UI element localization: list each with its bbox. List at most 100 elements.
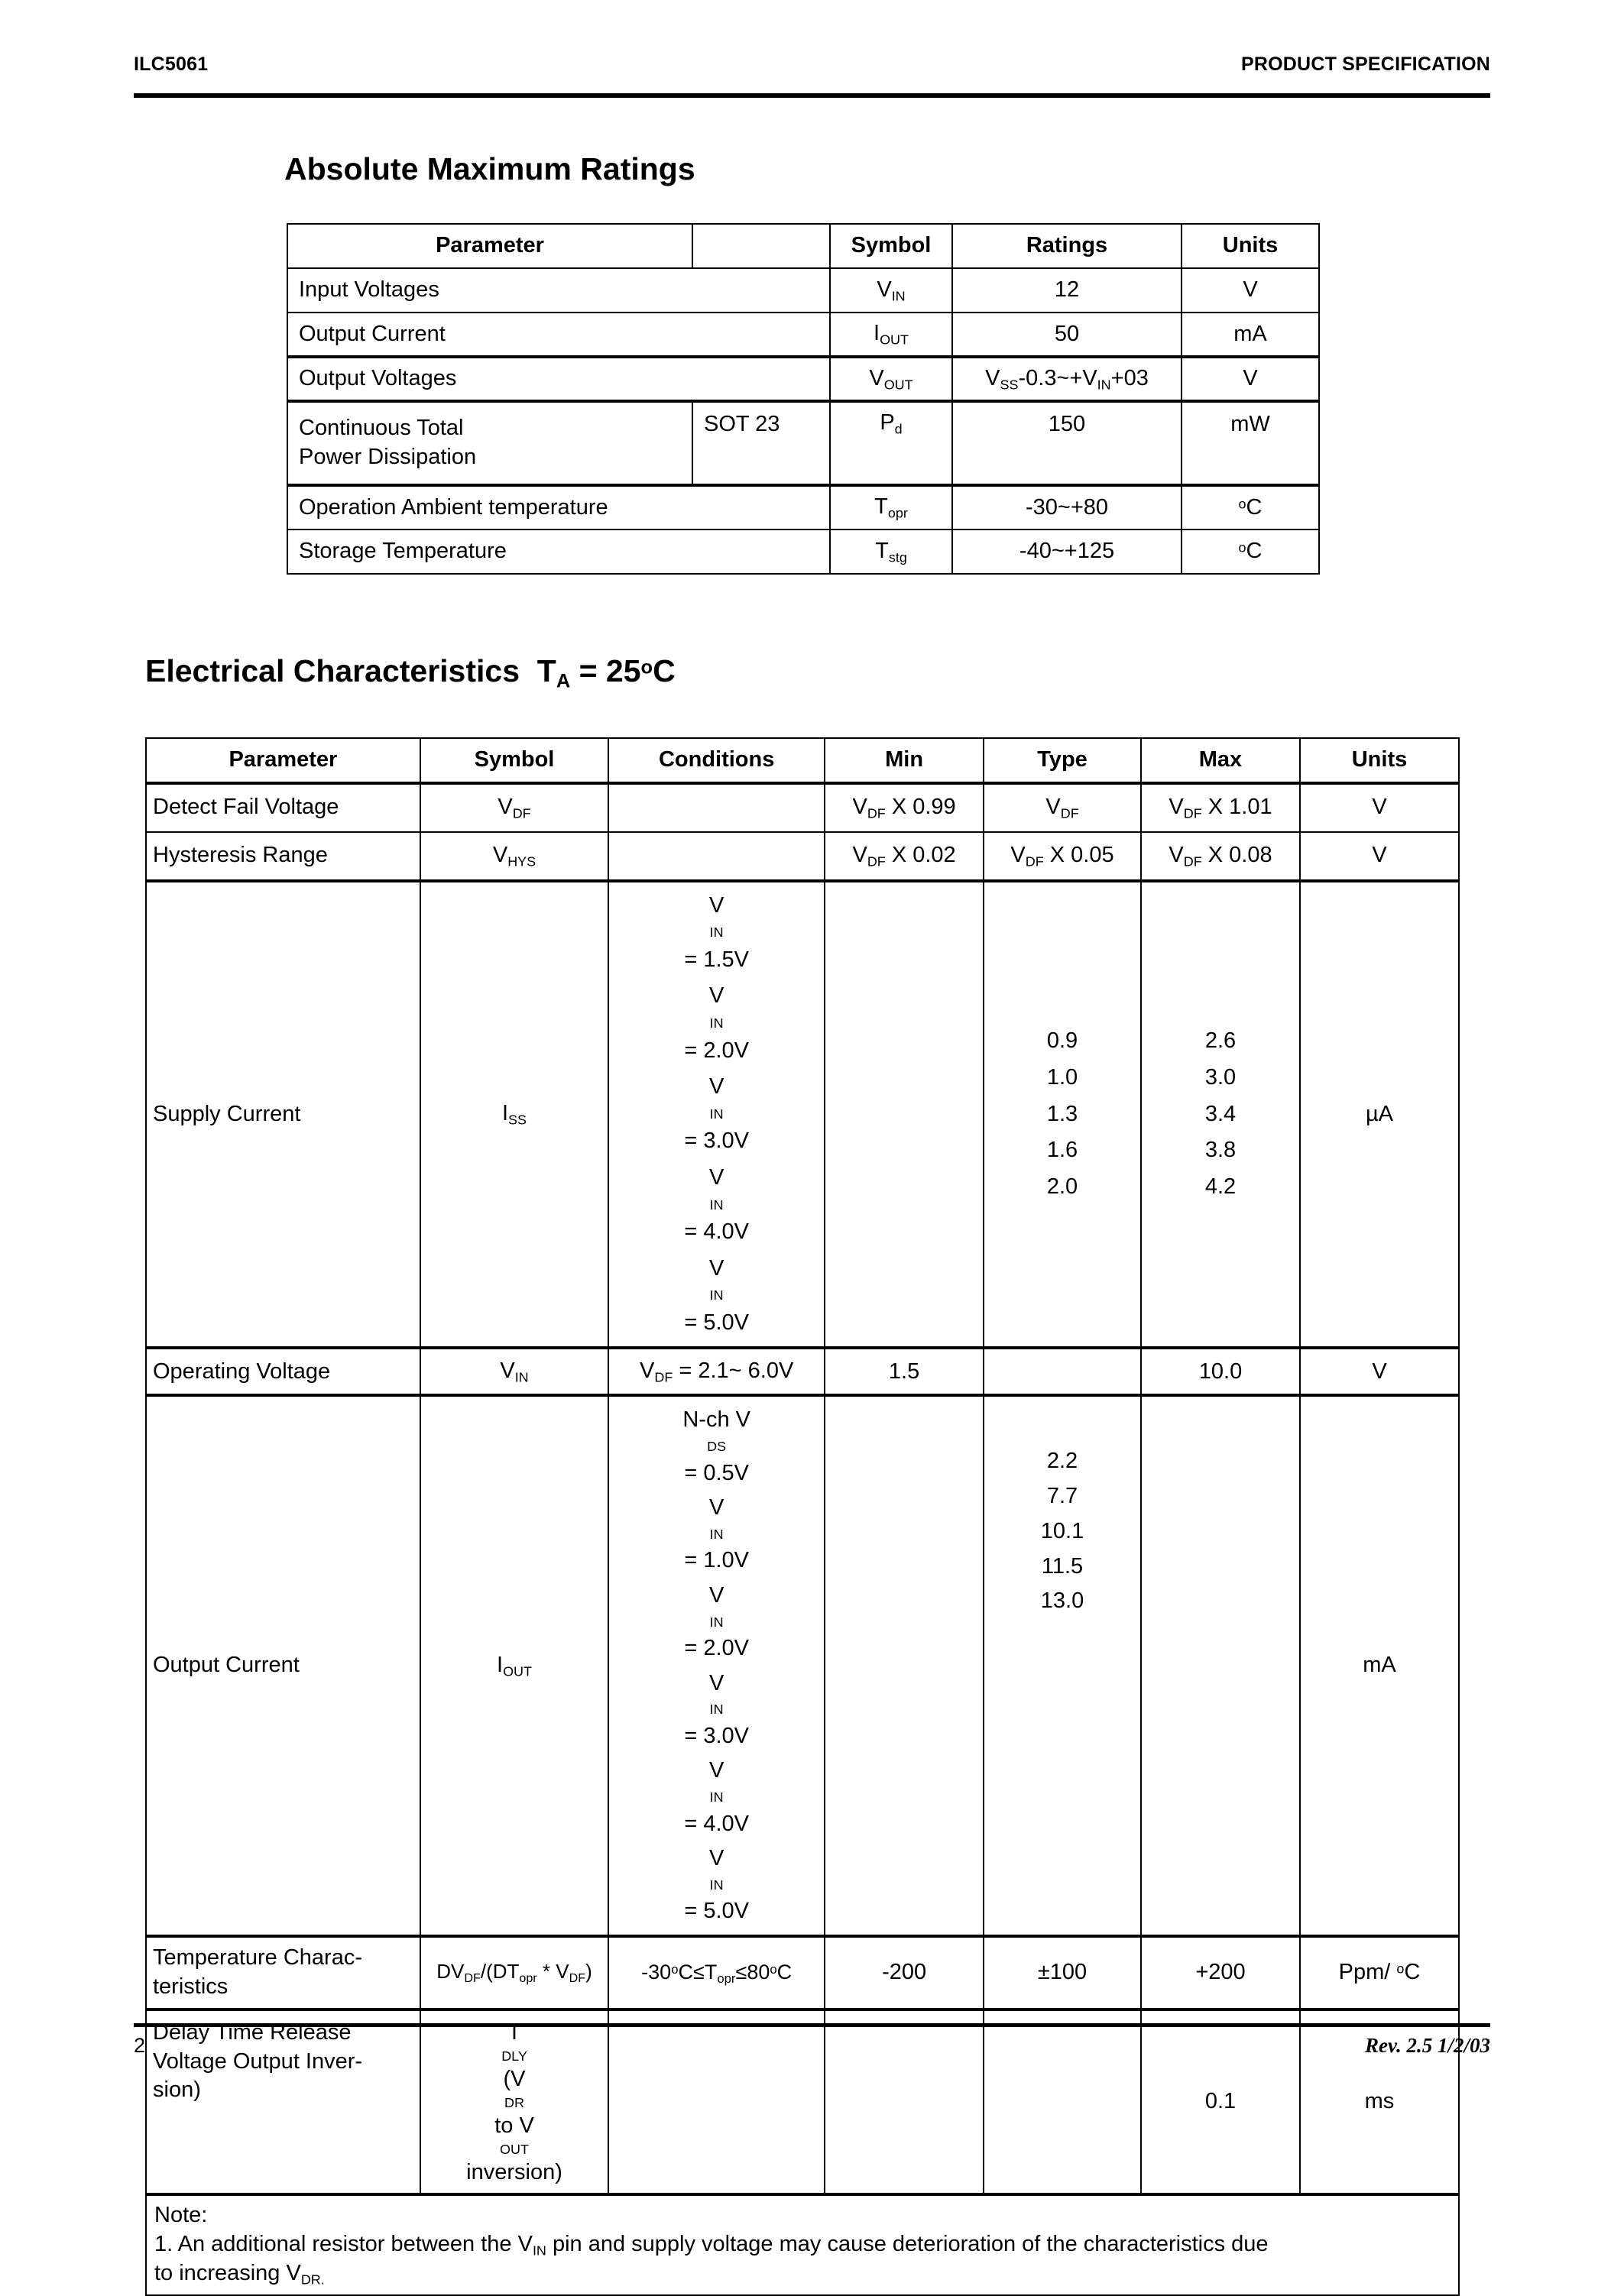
note-line-1: 1. An additional resistor between the VI… — [154, 2231, 1269, 2258]
cell-units: Ppm/ oC — [1298, 1934, 1460, 2010]
cell-rating: 50 — [951, 312, 1182, 358]
column-header-symbol: Symbol — [419, 737, 610, 784]
cell-symbol: IOUT — [829, 312, 953, 358]
symbol-base: I — [874, 321, 880, 346]
cell-parameter-line3: sion) — [153, 2077, 201, 2103]
cell-units: oC — [1181, 529, 1320, 575]
footer-revision: Rev. 2.5 1/2/03 — [1365, 2034, 1490, 2057]
electrical-characteristics-table: Parameter Symbol Conditions Min Type Max… — [145, 737, 1460, 2296]
type-value: 11.5 — [1041, 1553, 1084, 1579]
column-header-max: Max — [1139, 737, 1301, 784]
cell-min: VDF X 0.02 — [824, 831, 985, 882]
cell-conditions: V IN = 1.5V V IN = 2.0V V IN = 3.0V V IN = 4… — [608, 879, 826, 1349]
cell-rating: -30~+80 — [951, 484, 1182, 530]
condition-line: V IN = 4.0V — [684, 1758, 749, 1836]
table-row: Continuous Total Power Dissipation SOT 2… — [287, 400, 1320, 486]
column-header-package — [692, 223, 831, 269]
cell-conditions — [608, 831, 826, 882]
cell-max: 2.6 3.0 3.4 3.8 4.2 — [1139, 879, 1301, 1349]
type-value: 10.1 — [1040, 1518, 1084, 1543]
table-row: Output Current IOUT N-ch V DS = 0.5V V IN … — [145, 1394, 1460, 1937]
column-header-units: Units — [1298, 737, 1460, 784]
cell-units: mW — [1181, 400, 1320, 486]
table-row: Input Voltages VIN 12 V — [287, 267, 1320, 313]
cell-units: V — [1298, 831, 1460, 882]
cell-type: ±100 — [983, 1934, 1142, 2010]
cell-rating: VSS-0.3~+VIN+03 — [951, 355, 1182, 402]
table-row: Supply Current ISS V IN = 1.5V V IN = 2.0V… — [145, 879, 1460, 1349]
cell-parameter: Continuous Total Power Dissipation — [287, 400, 693, 486]
cell-max: +200 — [1139, 1934, 1301, 2010]
type-value: 1.3 — [1046, 1101, 1078, 1126]
absolute-maximum-ratings-title: Absolute Maximum Ratings — [284, 151, 695, 186]
symbol-base: T — [875, 538, 889, 563]
max-value: 2.6 — [1204, 1028, 1237, 1054]
symbol-subscript: OUT — [880, 332, 909, 348]
condition-line: V IN = 5.0V — [684, 1255, 749, 1335]
type-value: 0.9 — [1046, 1028, 1078, 1054]
max-value: 3.0 — [1204, 1065, 1237, 1090]
type-value: 1.6 — [1046, 1138, 1078, 1163]
symbol-line2: (V DR to V OUT — [494, 2067, 534, 2157]
cell-parameter-line2: Power Dissipation — [299, 445, 477, 469]
condition-line: V IN = 3.0V — [684, 1074, 749, 1154]
symbol-base: T — [874, 494, 888, 520]
condition-line: V IN = 3.0V — [684, 1670, 749, 1748]
header-part-number: ILC5061 — [134, 53, 209, 75]
table-row: Operation Ambient temperature Topr -30~+… — [287, 484, 1320, 530]
cell-units: oC — [1181, 484, 1320, 530]
type-value: 2.0 — [1046, 1174, 1078, 1200]
cell-type: 2.2 7.7 10.1 11.5 13.0 — [983, 1394, 1142, 1937]
cell-parameter: Output Current — [287, 312, 831, 358]
cell-parameter: Temperature Charac- teristics — [145, 1934, 421, 2010]
cell-parameter: Storage Temperature — [287, 529, 831, 575]
column-header-min: Min — [824, 737, 985, 784]
cell-rating: 12 — [951, 267, 1182, 313]
table-row: Hysteresis Range VHYS VDF X 0.02 VDF X 0… — [145, 831, 1460, 882]
cell-parameter-line1: Temperature Charac- — [153, 1945, 362, 1971]
table-row: Detect Fail Voltage VDF VDF X 0.99 VDF V… — [145, 781, 1460, 833]
max-value: 4.2 — [1204, 1174, 1237, 1200]
condition-line: V IN = 2.0V — [684, 1582, 749, 1660]
datasheet-page: ILC5061 PRODUCT SPECIFICATION Absolute M… — [134, 53, 1490, 2296]
cell-type: 0.9 1.0 1.3 1.6 2.0 — [983, 879, 1142, 1349]
page-header: ILC5061 PRODUCT SPECIFICATION — [134, 53, 1490, 76]
cell-symbol: ISS — [419, 879, 610, 1349]
cell-max: VDF X 0.08 — [1139, 831, 1301, 882]
table-row: Output Current IOUT 50 mA — [287, 312, 1320, 358]
cell-type — [983, 1346, 1142, 1397]
cell-package: SOT 23 — [692, 400, 831, 486]
symbol-line3: inversion) — [466, 2160, 562, 2185]
table-row: Temperature Charac- teristics DVDF/(DTop… — [145, 1934, 1460, 2010]
cell-max: VDF X 1.01 — [1139, 781, 1301, 833]
condition-line: V IN = 4.0V — [684, 1164, 749, 1244]
cell-min: 1.5 — [824, 1346, 985, 1397]
cell-symbol: VIN — [829, 267, 953, 313]
cell-parameter: Output Voltages — [287, 355, 831, 402]
cell-parameter-line2: teristics — [153, 1974, 229, 1999]
cell-rating: 150 — [951, 400, 1182, 486]
cell-parameter-line1: Continuous Total — [299, 416, 464, 441]
cell-symbol: VDF — [419, 781, 610, 833]
cell-min: VDF X 0.99 — [824, 781, 985, 833]
cell-symbol: VHYS — [419, 831, 610, 882]
cell-symbol: Topr — [829, 484, 953, 530]
cell-conditions: VDF = 2.1~ 6.0V — [608, 1346, 826, 1397]
note-line-2: to increasing VDR. — [154, 2261, 325, 2288]
page-footer: 2 Rev. 2.5 1/2/03 — [134, 2034, 1490, 2058]
type-value: 2.2 — [1046, 1449, 1078, 1474]
cell-conditions: -30oC≤Topr≤80oC — [608, 1934, 826, 2010]
cell-type: VDF X 0.05 — [983, 831, 1142, 882]
cell-units: µA — [1298, 879, 1460, 1349]
table-note-row: Note: 1. An additional resistor between … — [145, 2192, 1460, 2296]
cell-max: 10.0 — [1139, 1346, 1301, 1397]
cell-parameter: Input Voltages — [287, 267, 831, 313]
absolute-maximum-ratings-table: Parameter Symbol Ratings Units Input Vol… — [287, 223, 1320, 575]
type-value: 1.0 — [1046, 1065, 1078, 1090]
condition-line: N-ch V DS = 0.5V — [682, 1407, 750, 1485]
cell-rating: -40~+125 — [951, 529, 1182, 575]
cell-symbol: VOUT — [829, 355, 953, 402]
cell-type: VDF — [983, 781, 1142, 833]
cell-symbol: Tstg — [829, 529, 953, 575]
symbol-subscript: OUT — [883, 377, 913, 392]
